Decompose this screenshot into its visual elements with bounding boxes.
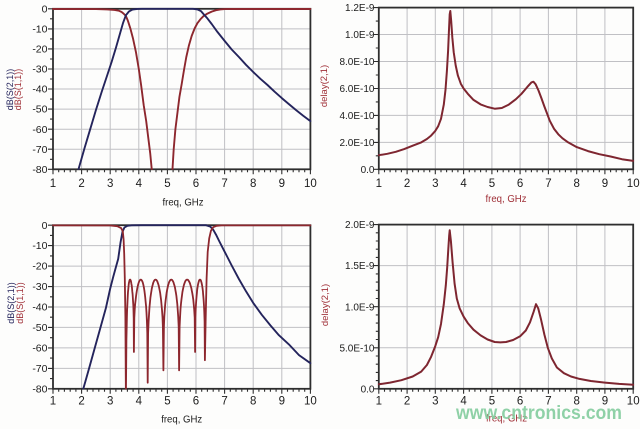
svg-text:5: 5: [164, 178, 170, 190]
svg-text:3: 3: [432, 396, 438, 408]
svg-text:9: 9: [602, 396, 608, 408]
svg-text:8: 8: [573, 178, 579, 190]
svg-text:1.0E-9: 1.0E-9: [345, 30, 375, 41]
svg-text:-20: -20: [32, 261, 47, 273]
svg-text:-10: -10: [32, 240, 47, 252]
svg-text:10: 10: [304, 396, 317, 408]
svg-text:7: 7: [545, 178, 551, 190]
svg-text:4: 4: [460, 396, 467, 408]
svg-text:5: 5: [164, 396, 170, 408]
svg-text:4: 4: [460, 178, 467, 190]
svg-text:6.0E-10: 6.0E-10: [339, 84, 374, 95]
svg-text:2: 2: [404, 396, 410, 408]
svg-text:freq, GHz: freq, GHz: [486, 413, 527, 425]
svg-text:7: 7: [545, 396, 551, 408]
svg-text:1: 1: [50, 178, 56, 190]
svg-text:1.0E-9: 1.0E-9: [345, 302, 375, 313]
svg-text:4.0E-10: 4.0E-10: [339, 111, 374, 122]
svg-text:6: 6: [517, 396, 523, 408]
svg-text:2: 2: [78, 396, 84, 408]
svg-text:-80: -80: [32, 383, 47, 395]
svg-text:1: 1: [376, 396, 382, 408]
svg-text:-10: -10: [32, 24, 47, 36]
svg-text:dB(S(2,1)): dB(S(2,1)): [6, 282, 16, 324]
svg-text:freq, GHz: freq, GHz: [486, 193, 527, 205]
svg-text:0: 0: [42, 3, 48, 15]
svg-text:3: 3: [432, 178, 438, 190]
svg-text:9: 9: [279, 396, 285, 408]
svg-text:2: 2: [404, 178, 410, 190]
svg-text:6: 6: [193, 396, 199, 408]
svg-text:6: 6: [517, 178, 523, 190]
svg-text:8: 8: [573, 396, 579, 408]
svg-text:8: 8: [250, 178, 256, 190]
svg-text:6: 6: [193, 178, 199, 190]
svg-text:-50: -50: [32, 322, 47, 334]
svg-text:dB(S(1,1)): dB(S(1,1)): [13, 69, 23, 111]
svg-text:3: 3: [107, 178, 113, 190]
svg-text:9: 9: [279, 178, 285, 190]
svg-text:5: 5: [489, 178, 495, 190]
svg-text:0.0: 0.0: [361, 165, 375, 176]
svg-text:7: 7: [221, 396, 227, 408]
svg-text:dB(S(1,1)): dB(S(1,1)): [15, 282, 25, 324]
svg-text:1: 1: [50, 396, 56, 408]
svg-text:freq, GHz: freq, GHz: [161, 414, 202, 426]
svg-text:2.0E-9: 2.0E-9: [345, 220, 375, 231]
svg-text:1: 1: [376, 178, 382, 190]
svg-text:4: 4: [136, 396, 143, 408]
svg-text:9: 9: [602, 178, 608, 190]
svg-text:8: 8: [250, 396, 256, 408]
svg-text:10: 10: [304, 178, 317, 190]
svg-text:-50: -50: [32, 104, 47, 116]
svg-text:-30: -30: [32, 64, 47, 76]
svg-text:2: 2: [78, 178, 84, 190]
svg-text:dB(S(2,1)): dB(S(2,1)): [5, 69, 15, 111]
svg-text:delay(2,1): delay(2,1): [320, 284, 331, 326]
svg-text:1.2E-9: 1.2E-9: [345, 3, 375, 14]
svg-text:3: 3: [107, 396, 113, 408]
svg-text:1.5E-9: 1.5E-9: [345, 261, 375, 272]
svg-text:freq, GHz: freq, GHz: [163, 197, 204, 209]
svg-text:-70: -70: [32, 363, 47, 375]
svg-text:-20: -20: [32, 44, 47, 56]
svg-text:delay(2,1): delay(2,1): [319, 65, 330, 107]
svg-text:10: 10: [627, 178, 640, 190]
svg-text:10: 10: [627, 396, 640, 408]
svg-text:-80: -80: [32, 164, 47, 176]
svg-text:0.0: 0.0: [361, 384, 375, 395]
svg-text:-30: -30: [32, 281, 47, 293]
svg-text:-40: -40: [32, 302, 47, 314]
svg-text:-60: -60: [32, 124, 47, 136]
svg-text:-70: -70: [32, 144, 47, 156]
svg-text:5.0E-10: 5.0E-10: [339, 343, 374, 354]
svg-text:8.0E-10: 8.0E-10: [339, 57, 374, 68]
svg-text:-60: -60: [32, 343, 47, 355]
svg-text:-40: -40: [32, 84, 47, 96]
svg-text:5: 5: [489, 396, 495, 408]
svg-text:4: 4: [136, 178, 143, 190]
svg-text:0: 0: [42, 220, 48, 232]
svg-text:www.cntronics.com: www.cntronics.com: [455, 402, 622, 424]
svg-text:7: 7: [221, 178, 227, 190]
svg-text:2.0E-10: 2.0E-10: [339, 138, 374, 149]
